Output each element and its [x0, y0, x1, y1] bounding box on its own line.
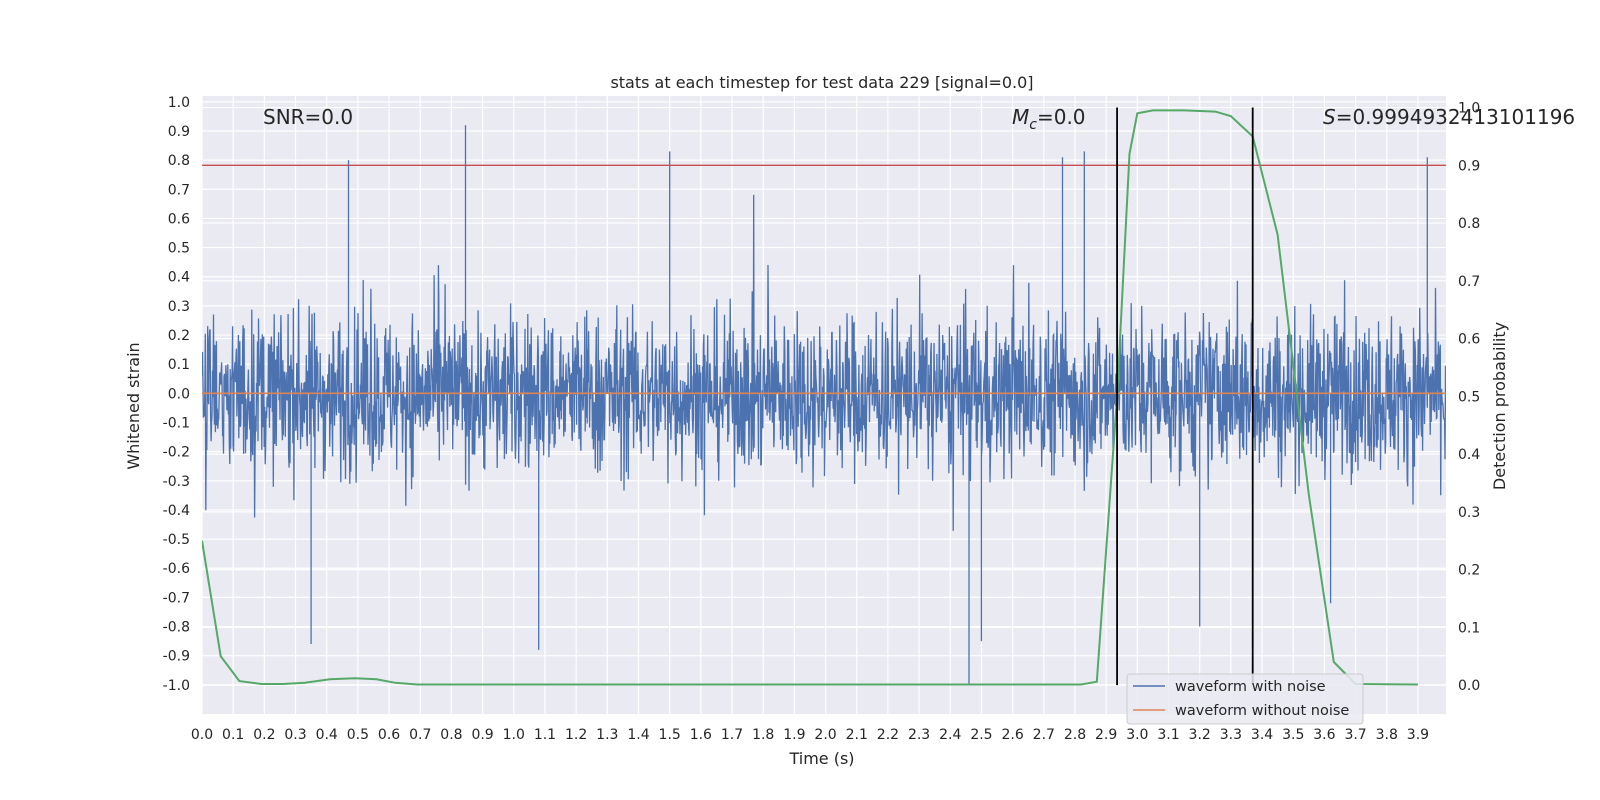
y-tick-label: -0.6: [163, 561, 190, 577]
mc-value: =0.0: [1037, 105, 1086, 129]
x-tick-label: 1.9: [783, 727, 805, 743]
y-tick-label: 0.8: [168, 153, 190, 169]
x-tick-label: 0.3: [284, 727, 306, 743]
x-tick-label: 3.1: [1157, 727, 1179, 743]
chart-title: stats at each timestep for test data 229…: [610, 73, 1033, 92]
y-tick-label: -0.8: [163, 620, 190, 636]
x-tick-label: 0.6: [378, 727, 400, 743]
x-tick-label: 1.3: [596, 727, 618, 743]
x-tick-label: 1.7: [721, 727, 743, 743]
y-tick-label: -0.3: [163, 474, 190, 490]
y-axis-label: Whitened strain: [124, 342, 143, 469]
y2-tick-label: 0.9: [1458, 158, 1480, 174]
y2-tick-label: 0.5: [1458, 389, 1480, 405]
x-tick-label: 3.6: [1313, 727, 1335, 743]
x-tick-label: 0.9: [471, 727, 493, 743]
series-waveform-with-noise: [202, 125, 1446, 685]
legend-box: [1126, 673, 1364, 725]
x-tick-label: 2.2: [877, 727, 899, 743]
y-tick-label: -0.1: [163, 415, 190, 431]
x-tick-label: 1.6: [690, 727, 712, 743]
y-tick-labels: 1.0 0.9 0.8 0.7 0.6 0.5 0.4 0.3 0.2 0.1 0.0 -0.1 -0.…: [163, 95, 190, 694]
y-tick-label: -0.4: [163, 503, 190, 519]
mc-symbol: M: [1012, 105, 1029, 129]
x-tick-label: 3.2: [1189, 727, 1211, 743]
x-tick-label: 1.1: [534, 727, 556, 743]
snr-annotation: SNR=0.0: [263, 105, 353, 129]
y-tick-label: -0.7: [163, 590, 190, 606]
y-tick-label: -1.0: [163, 678, 190, 694]
y2-tick-label: 1.0: [1458, 101, 1480, 117]
y-tick-label: 0.1: [168, 357, 190, 373]
y-tick-label: 0.6: [168, 211, 190, 227]
y-tick-label: 0.7: [168, 182, 190, 198]
y2-tick-label: 0.8: [1458, 216, 1480, 232]
y2-tick-label: 0.4: [1458, 447, 1480, 463]
x-axis-label: Time (s): [788, 749, 854, 768]
x-tick-label: 3.3: [1220, 727, 1242, 743]
x-tick-label: 2.4: [939, 727, 961, 743]
y-tick-label: -0.2: [163, 445, 190, 461]
y2-tick-label: 0.1: [1458, 620, 1480, 636]
x-tick-label: 0.1: [222, 727, 244, 743]
x-tick-label: 0.7: [409, 727, 431, 743]
s-symbol: S: [1323, 105, 1336, 129]
series-detection-probability: [202, 109, 1418, 686]
y-tick-label: 0.5: [168, 241, 190, 257]
x-tick-label: 1.4: [627, 727, 649, 743]
x-tick-label: 3.5: [1282, 727, 1304, 743]
x-tick-label: 2.0: [814, 727, 836, 743]
vertical-markers: [1116, 107, 1254, 686]
x-tick-label: 3.7: [1344, 727, 1366, 743]
legend: waveform with noise waveform without noi…: [1126, 673, 1364, 725]
y-tick-label: 0.4: [168, 270, 190, 286]
x-tick-label: 3.9: [1407, 727, 1429, 743]
y2-tick-label: 0.2: [1458, 563, 1480, 579]
x-tick-label: 1.5: [659, 727, 681, 743]
x-tick-label: 3.8: [1376, 727, 1398, 743]
x-tick-label: 3.0: [1126, 727, 1148, 743]
x-tick-label: 1.2: [565, 727, 587, 743]
s-annotation: S=0.9994932413101196: [1323, 105, 1575, 129]
y2-tick-labels: 1.0 0.9 0.8 0.7 0.6 0.5 0.4 0.3 0.2 0.1 0.0: [1458, 101, 1480, 695]
y2-tick-label: 0.0: [1458, 678, 1480, 694]
x-tick-label: 0.5: [347, 727, 369, 743]
y-tick-label: 0.3: [168, 299, 190, 315]
y-tick-label: 0.0: [168, 386, 190, 402]
y-tick-label: -0.9: [163, 649, 190, 665]
x-tick-labels: 0.0 0.1 0.2 0.3 0.4 0.5 0.6 0.7 0.8 0.9 1.0 1.1 1.2 1…: [191, 727, 1429, 743]
y-tick-label: -0.5: [163, 532, 190, 548]
y-tick-label: 0.9: [168, 124, 190, 140]
x-tick-label: 2.8: [1064, 727, 1086, 743]
x-tick-label: 0.2: [253, 727, 275, 743]
x-tick-label: 0.4: [316, 727, 338, 743]
y2-tick-label: 0.7: [1458, 274, 1480, 290]
x-tick-label: 2.6: [1001, 727, 1023, 743]
x-tick-label: 2.7: [1033, 727, 1055, 743]
s-value: =0.9994932413101196: [1336, 105, 1575, 129]
y2-tick-label: 0.6: [1458, 332, 1480, 348]
y-tick-label: 1.0: [168, 95, 190, 111]
x-tick-label: 1.0: [503, 727, 525, 743]
x-tick-label: 0.0: [191, 727, 213, 743]
x-tick-label: 0.8: [440, 727, 462, 743]
mc-annotation: Mc=0.0: [1012, 105, 1086, 133]
x-tick-label: 2.3: [908, 727, 930, 743]
y2-tick-label: 0.3: [1458, 505, 1480, 521]
x-tick-label: 2.1: [846, 727, 868, 743]
y-tick-label: 0.2: [168, 328, 190, 344]
x-tick-label: 2.9: [1095, 727, 1117, 743]
legend-label-clean: waveform without noise: [1175, 703, 1349, 719]
x-tick-label: 2.5: [970, 727, 992, 743]
x-tick-label: 1.8: [752, 727, 774, 743]
mc-subscript: c: [1029, 117, 1037, 133]
x-tick-label: 3.4: [1251, 727, 1273, 743]
y2-axis-label: Detection probability: [1490, 322, 1509, 490]
legend-label-noise: waveform with noise: [1175, 679, 1326, 695]
